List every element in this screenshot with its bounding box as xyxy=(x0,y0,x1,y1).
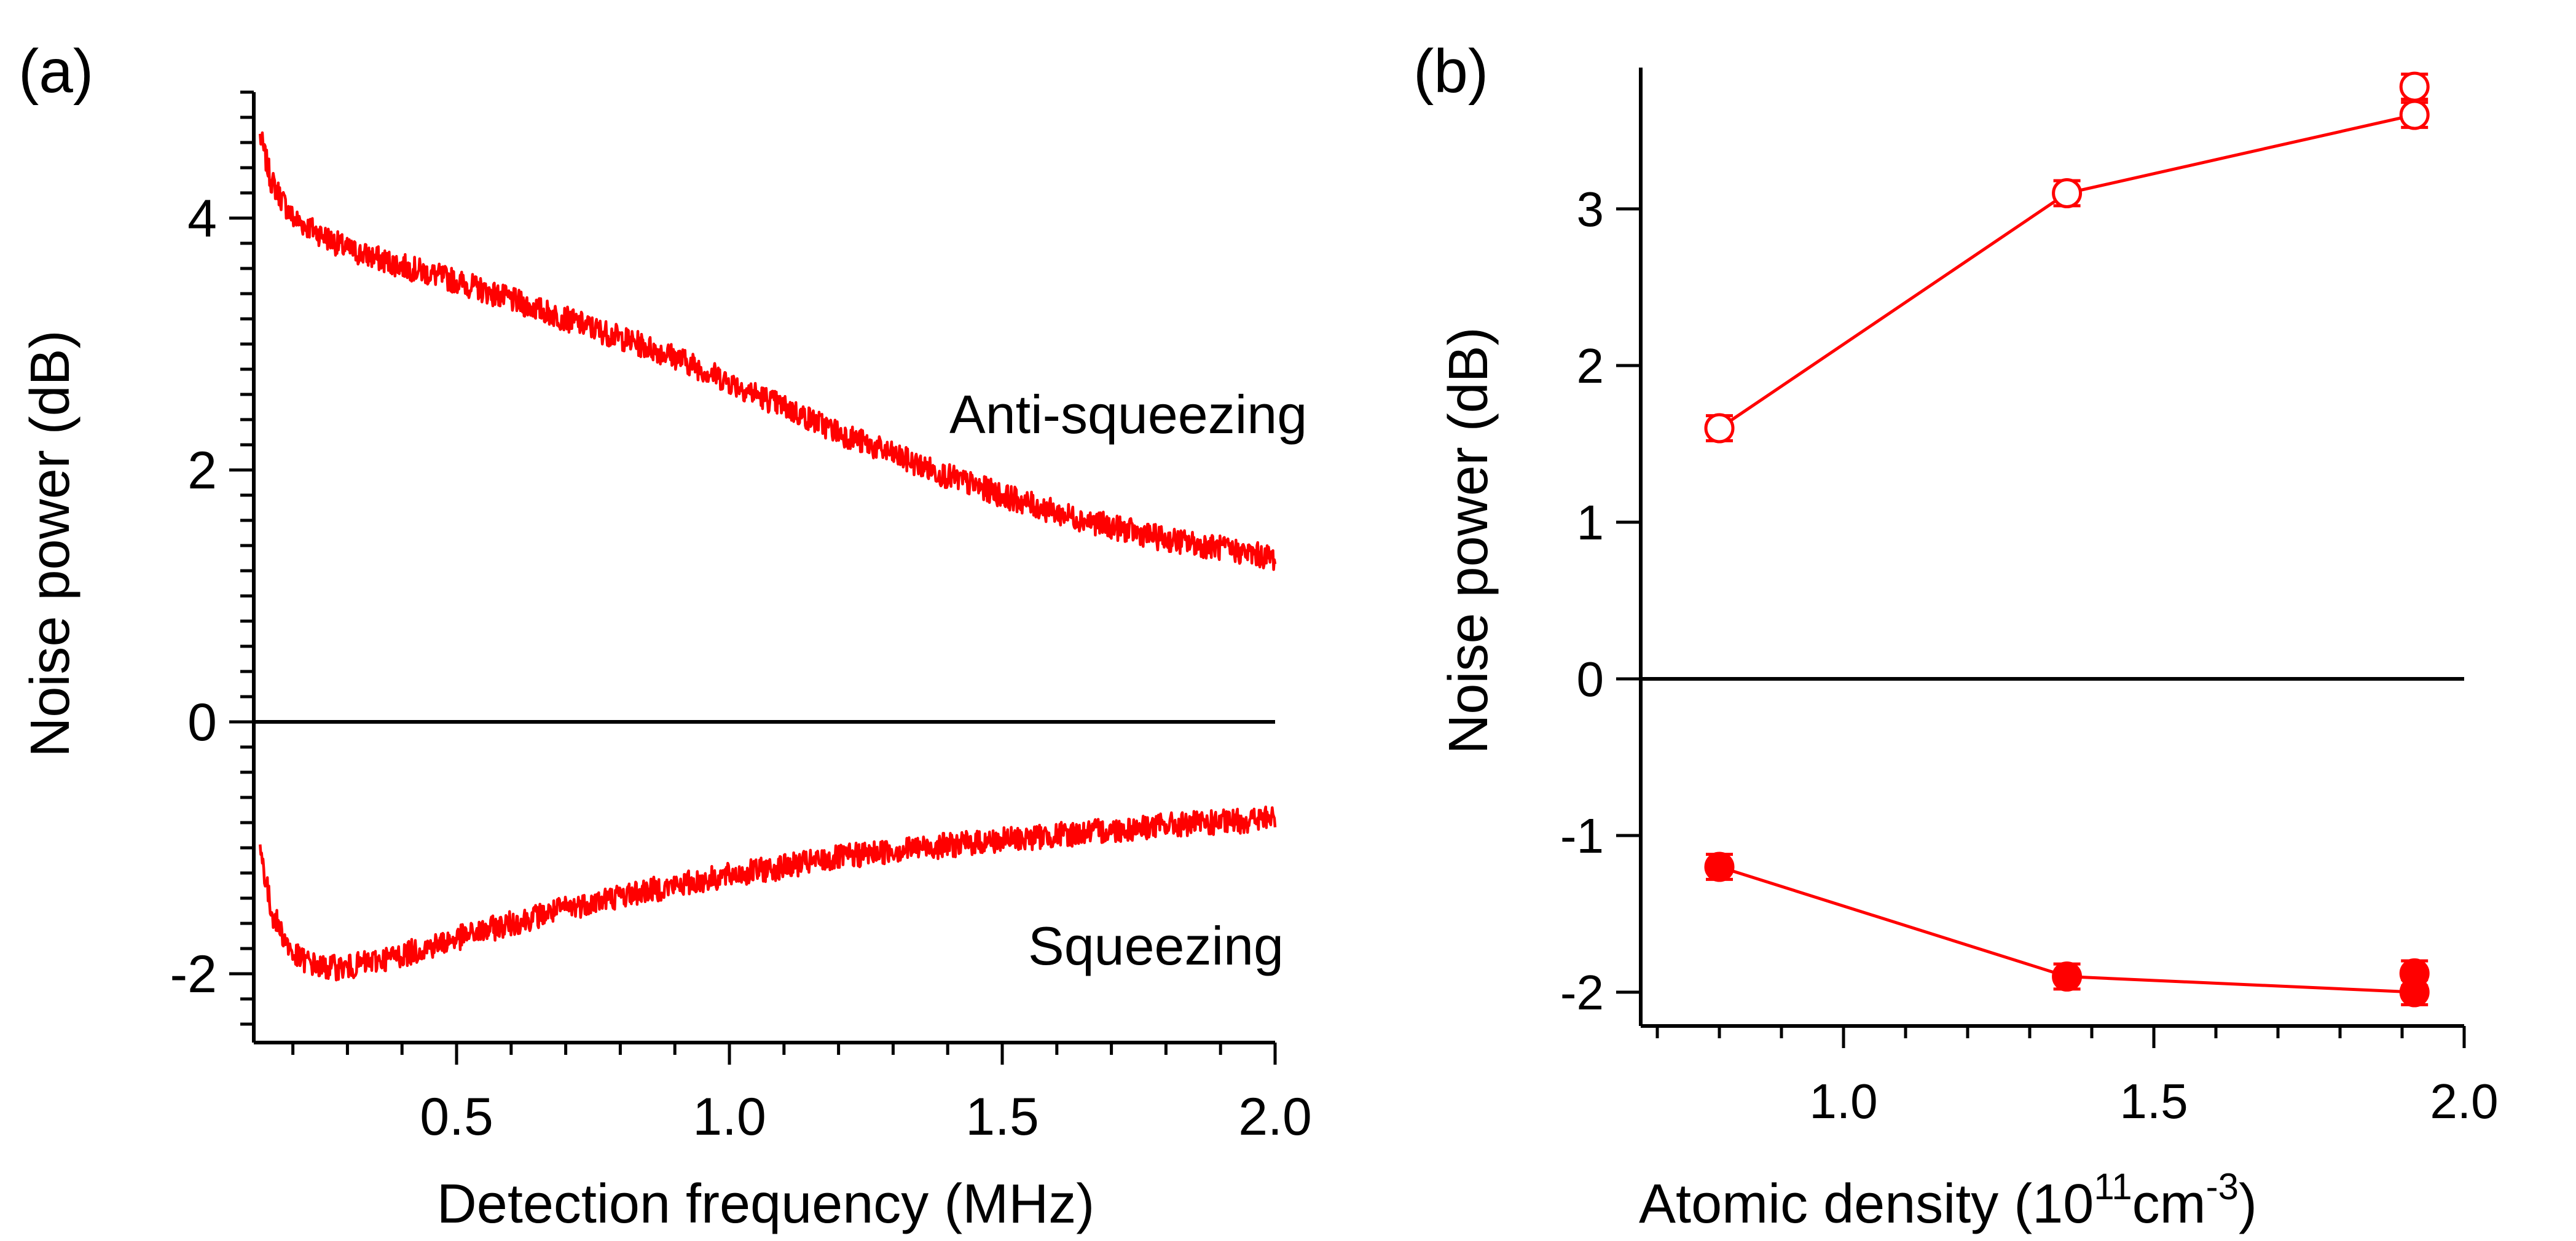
panel-b-x-tick-label: 2.0 xyxy=(2430,1074,2498,1129)
squeezing-point xyxy=(2052,961,2083,992)
anti-squeezing-connecting-line xyxy=(1718,113,2415,430)
panel-b-y-tick-label: -2 xyxy=(1560,965,1604,1020)
panel-a-x-tick-label: 0.5 xyxy=(420,1087,493,1146)
anti-squeezing-trace xyxy=(259,131,1277,571)
panel-b-xlabel-unit: cm xyxy=(2132,1173,2206,1235)
panel-b-x-tick-label: 1.5 xyxy=(2119,1074,2188,1129)
panel-a-xlabel: Detection frequency (MHz) xyxy=(437,1173,1094,1235)
panel-a-x-tick-label: 1.5 xyxy=(965,1087,1039,1146)
panel-a-y-tick-label: -2 xyxy=(170,945,217,1004)
panel-a: (a) -2 0 2 4 0.5 1.0 1.5 2.0 Noise power (dB) D… xyxy=(18,37,1312,1235)
panel-b-ylabel: Noise power (dB) xyxy=(1438,327,1499,754)
panel-a-marks: -2 0 2 4 0.5 1.0 1.5 2.0 xyxy=(170,90,1312,1146)
squeezing-point xyxy=(1704,851,1735,882)
squeezing-point xyxy=(2399,958,2430,988)
panel-a-y-tick-label: 4 xyxy=(187,189,217,248)
panel-b: (b) -2 -1 0 1 2 3 1.0 1.5 2.0 Noise power (dB) A… xyxy=(1413,37,2499,1235)
panel-a-y-tick-label: 0 xyxy=(187,693,217,752)
panel-b-xlabel-main: Atomic density (10 xyxy=(1639,1173,2094,1235)
panel-b-y-tick-label: 1 xyxy=(1577,495,1604,550)
panel-b-xlabel-sup2: -3 xyxy=(2206,1166,2239,1207)
panel-b-xlabel-sup1: 11 xyxy=(2094,1166,2132,1207)
panel-b-x-tick-label: 1.0 xyxy=(1809,1074,1877,1129)
panel-b-y-tick-label: -1 xyxy=(1560,808,1604,863)
squeezing-trace xyxy=(259,805,1277,982)
panel-b-label: (b) xyxy=(1413,37,1488,106)
panel-a-ylabel: Noise power (dB) xyxy=(20,330,81,757)
anti-squeezing-point xyxy=(2399,71,2430,102)
panel-b-xlabel: Atomic density (1011cm-3) xyxy=(1639,1166,2257,1235)
panel-b-y-tick-label: 0 xyxy=(1577,652,1604,707)
anti-squeezing-point xyxy=(1704,413,1735,444)
annotation-anti-squeezing: Anti-squeezing xyxy=(949,384,1307,445)
annotation-squeezing: Squeezing xyxy=(1028,915,1284,976)
panel-a-x-tick-label: 2.0 xyxy=(1238,1087,1312,1146)
panel-b-xlabel-end: ) xyxy=(2239,1173,2257,1235)
panel-a-y-tick-label: 2 xyxy=(187,441,217,500)
panel-b-y-tick-label: 2 xyxy=(1577,339,1604,393)
anti-squeezing-point xyxy=(2052,178,2083,208)
panel-a-label: (a) xyxy=(18,37,93,106)
panel-b-marks: -2 -1 0 1 2 3 1.0 1.5 2.0 xyxy=(1560,68,2499,1129)
panel-a-x-tick-label: 1.0 xyxy=(693,1087,766,1146)
anti-squeezing-point xyxy=(2399,100,2430,130)
panel-b-y-tick-label: 3 xyxy=(1577,182,1604,237)
